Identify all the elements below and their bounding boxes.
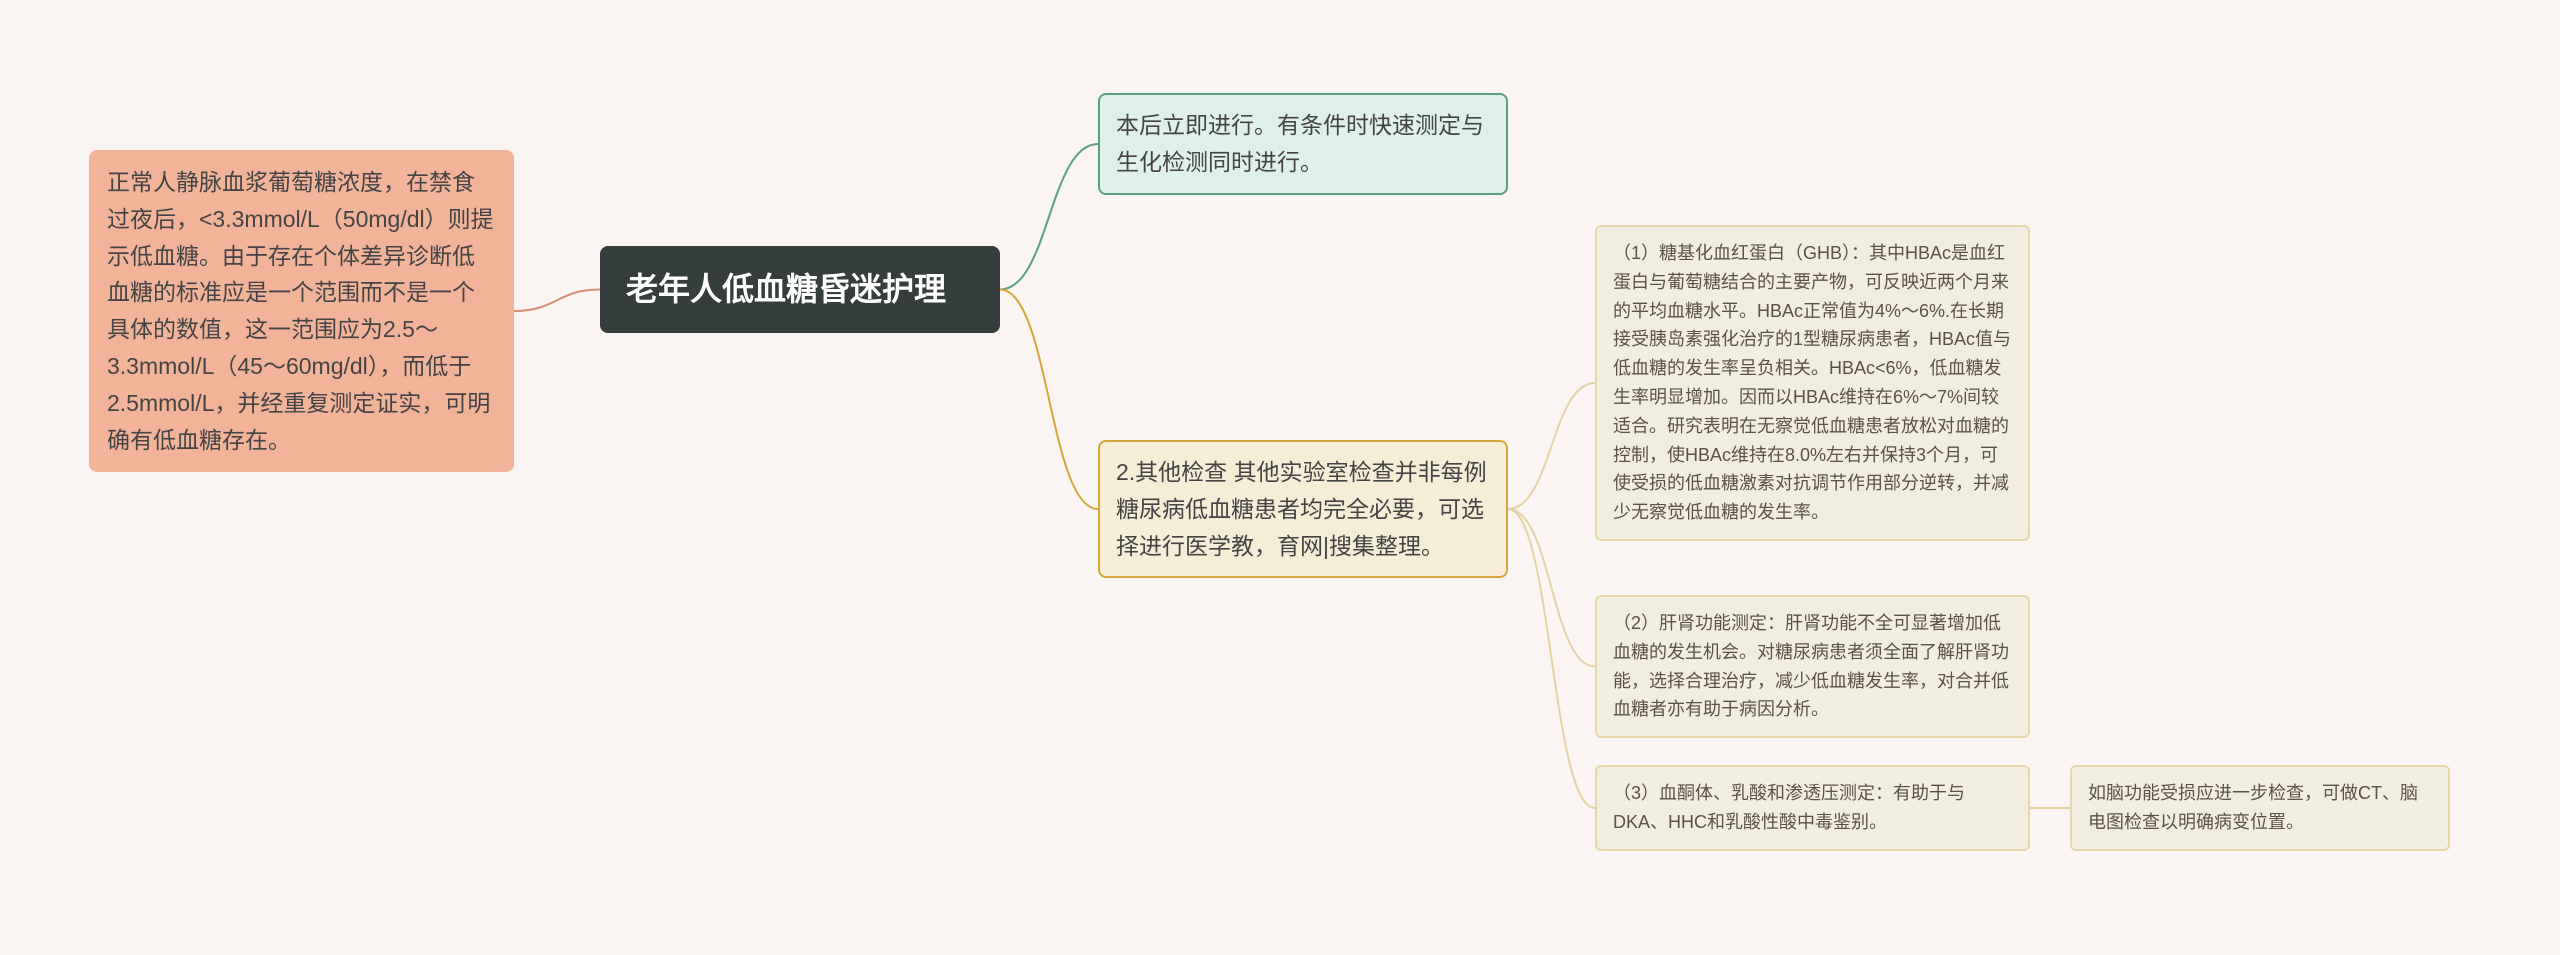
- root-node[interactable]: 老年人低血糖昏迷护理: [600, 246, 1000, 333]
- leaf-node-a[interactable]: （1）糖基化血红蛋白（GHB）：其中HBAc是血红蛋白与葡萄糖结合的主要产物，可…: [1595, 225, 2030, 541]
- child-node-2[interactable]: 2.其他检查 其他实验室检查并非每例糖尿病低血糖患者均完全必要，可选择进行医学教…: [1098, 440, 1508, 578]
- leaf-node-c[interactable]: （3）血酮体、乳酸和渗透压测定：有助于与DKA、HHC和乳酸性酸中毒鉴别。: [1595, 765, 2030, 851]
- child-node-1[interactable]: 本后立即进行。有条件时快速测定与生化检测同时进行。: [1098, 93, 1508, 195]
- left-description-node[interactable]: 正常人静脉血浆葡萄糖浓度，在禁食过夜后，<3.3mmol/L（50mg/dl）则…: [89, 150, 514, 472]
- leaf-node-b[interactable]: （2）肝肾功能测定：肝肾功能不全可显著增加低血糖的发生机会。对糖尿病患者须全面了…: [1595, 595, 2030, 738]
- leaf-node-d[interactable]: 如脑功能受损应进一步检查，可做CT、脑电图检查以明确病变位置。: [2070, 765, 2450, 851]
